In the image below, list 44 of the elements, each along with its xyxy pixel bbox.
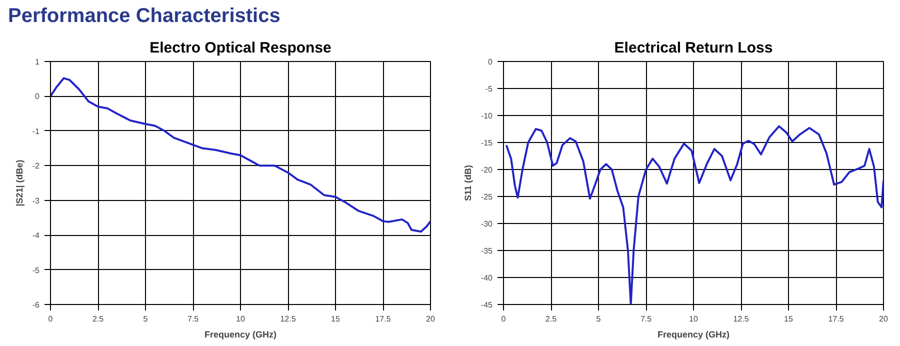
x-axis-title: Frequency (GHz) [657, 330, 730, 340]
y-tick-label: -2 [32, 162, 40, 171]
chart-title: Electrical Return Loss [614, 40, 773, 56]
y-tick-label: -10 [480, 112, 494, 120]
x-tick-label: 12.5 [733, 314, 750, 324]
y-tick-label: -40 [480, 274, 494, 282]
x-tick-label: 20 [879, 314, 888, 324]
x-tick-label: 5 [143, 314, 148, 324]
x-tick-label: 10 [236, 314, 246, 324]
x-tick-label: 2.5 [92, 314, 104, 324]
x-tick-label: 15 [784, 314, 794, 324]
x-tick-label: 10 [689, 314, 698, 324]
x-tick-label: 0 [501, 314, 506, 324]
y-tick-label: -45 [480, 300, 494, 310]
y-axis-title: S11 (dB) [462, 164, 473, 202]
chart-title: Electro Optical Response [150, 40, 332, 56]
y-tick-label: -30 [480, 220, 494, 228]
y-axis-title: |S21| (dBe) [14, 160, 24, 206]
y-tick-label: -3 [32, 196, 40, 206]
y-tick-label: 0 [488, 58, 494, 66]
y-tick-label: -25 [480, 192, 494, 202]
y-tick-label: -4 [32, 231, 40, 240]
x-tick-label: 12.5 [280, 314, 296, 324]
x-tick-label: 7.5 [640, 314, 652, 324]
y-tick-label: 1 [35, 58, 40, 66]
x-tick-label: 20 [426, 314, 436, 324]
text: Performance Characteristics [8, 4, 280, 29]
y-tick-label: -35 [480, 246, 494, 256]
x-axis-title: Frequency (GHz) [204, 330, 277, 340]
y-tick-label: -5 [485, 84, 494, 94]
x-tick-label: 15 [331, 314, 340, 324]
y-tick-label: 0 [35, 92, 40, 102]
y-tick-label: -1 [32, 126, 40, 136]
x-tick-label: 7.5 [187, 314, 200, 324]
y-tick-label: -5 [32, 266, 40, 275]
y-tick-label: -20 [480, 166, 494, 174]
y-tick-label: -6 [32, 300, 40, 310]
x-tick-label: 17.5 [828, 314, 844, 324]
x-tick-label: 5 [596, 314, 602, 324]
line-series [50, 77, 430, 233]
x-tick-label: 17.5 [375, 314, 392, 324]
x-tick-label: 2.5 [545, 314, 558, 324]
y-tick-label: -15 [480, 138, 494, 148]
x-tick-label: 0 [48, 314, 54, 324]
